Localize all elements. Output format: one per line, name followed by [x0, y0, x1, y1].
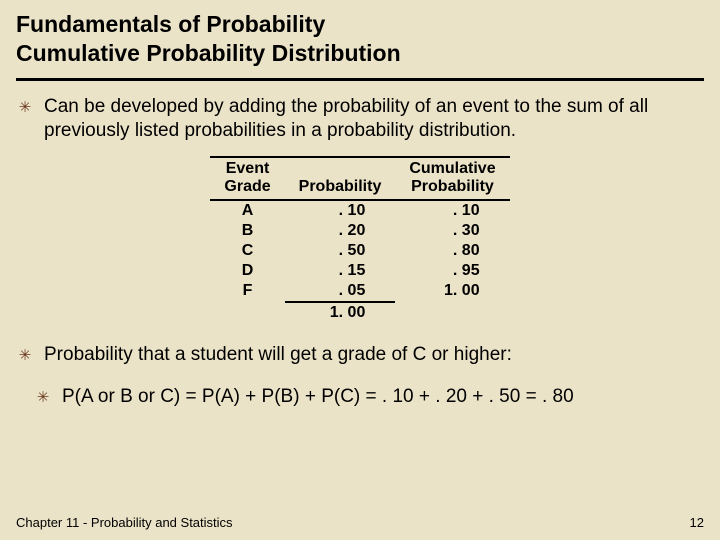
col-header-cumulative: Cumulative Probability	[395, 157, 509, 200]
table-row: D . 15 . 95	[210, 261, 509, 281]
col-header-probability: Probability	[285, 157, 396, 200]
probability-table: Event Grade Probability Cumulative Proba…	[210, 156, 509, 323]
cell-prob: . 10	[285, 200, 396, 221]
cell-cum: 1. 00	[395, 281, 509, 302]
bullet-1: ✳ Can be developed by adding the probabi…	[16, 95, 704, 144]
cell-grade: A	[210, 200, 284, 221]
cell-prob: . 20	[285, 221, 396, 241]
table-row: B . 20 . 30	[210, 221, 509, 241]
title-line-1: Fundamentals of Probability	[16, 10, 704, 39]
title-rule	[16, 78, 704, 81]
bullet-2: ✳ Probability that a student will get a …	[16, 343, 704, 368]
table-row: A . 10 . 10	[210, 200, 509, 221]
footer-chapter: Chapter 11 - Probability and Statistics	[16, 515, 233, 530]
bullet-icon: ✳	[16, 347, 34, 365]
table-row: F . 05 1. 00	[210, 281, 509, 302]
cell-cum: . 30	[395, 221, 509, 241]
col-header-cum-l2: Probability	[411, 178, 494, 195]
bullet-2-text: Probability that a student will get a gr…	[44, 343, 512, 368]
table-total-row: 1. 00	[210, 302, 509, 323]
cell-cum: . 80	[395, 241, 509, 261]
col-header-grade: Event Grade	[210, 157, 284, 200]
bullet-icon: ✳	[34, 389, 52, 407]
col-header-cum-l1: Cumulative	[409, 160, 495, 177]
cell-cum: . 95	[395, 261, 509, 281]
cell-prob: . 50	[285, 241, 396, 261]
cell-prob: . 15	[285, 261, 396, 281]
title-line-2: Cumulative Probability Distribution	[16, 39, 704, 68]
footer-page-number: 12	[690, 515, 704, 530]
footer: Chapter 11 - Probability and Statistics …	[16, 515, 704, 530]
bullet-3-text: P(A or B or C) = P(A) + P(B) + P(C) = . …	[62, 385, 574, 410]
cell-grade: C	[210, 241, 284, 261]
cell-grade: F	[210, 281, 284, 302]
col-header-grade-l1: Event	[226, 160, 270, 177]
col-header-grade-l2: Grade	[224, 178, 270, 195]
bullet-1-text: Can be developed by adding the probabili…	[44, 95, 704, 144]
probability-table-wrap: Event Grade Probability Cumulative Proba…	[16, 156, 704, 323]
content-area: ✳ Can be developed by adding the probabi…	[0, 95, 720, 411]
cell-total: 1. 00	[285, 302, 396, 323]
cell-grade: D	[210, 261, 284, 281]
bullet-3: ✳ P(A or B or C) = P(A) + P(B) + P(C) = …	[34, 385, 704, 410]
title-block: Fundamentals of Probability Cumulative P…	[0, 0, 720, 74]
bullet-icon: ✳	[16, 99, 34, 117]
table-row: C . 50 . 80	[210, 241, 509, 261]
cell-blank	[395, 302, 509, 323]
cell-blank	[210, 302, 284, 323]
cell-grade: B	[210, 221, 284, 241]
cell-prob: . 05	[285, 281, 396, 302]
cell-cum: . 10	[395, 200, 509, 221]
